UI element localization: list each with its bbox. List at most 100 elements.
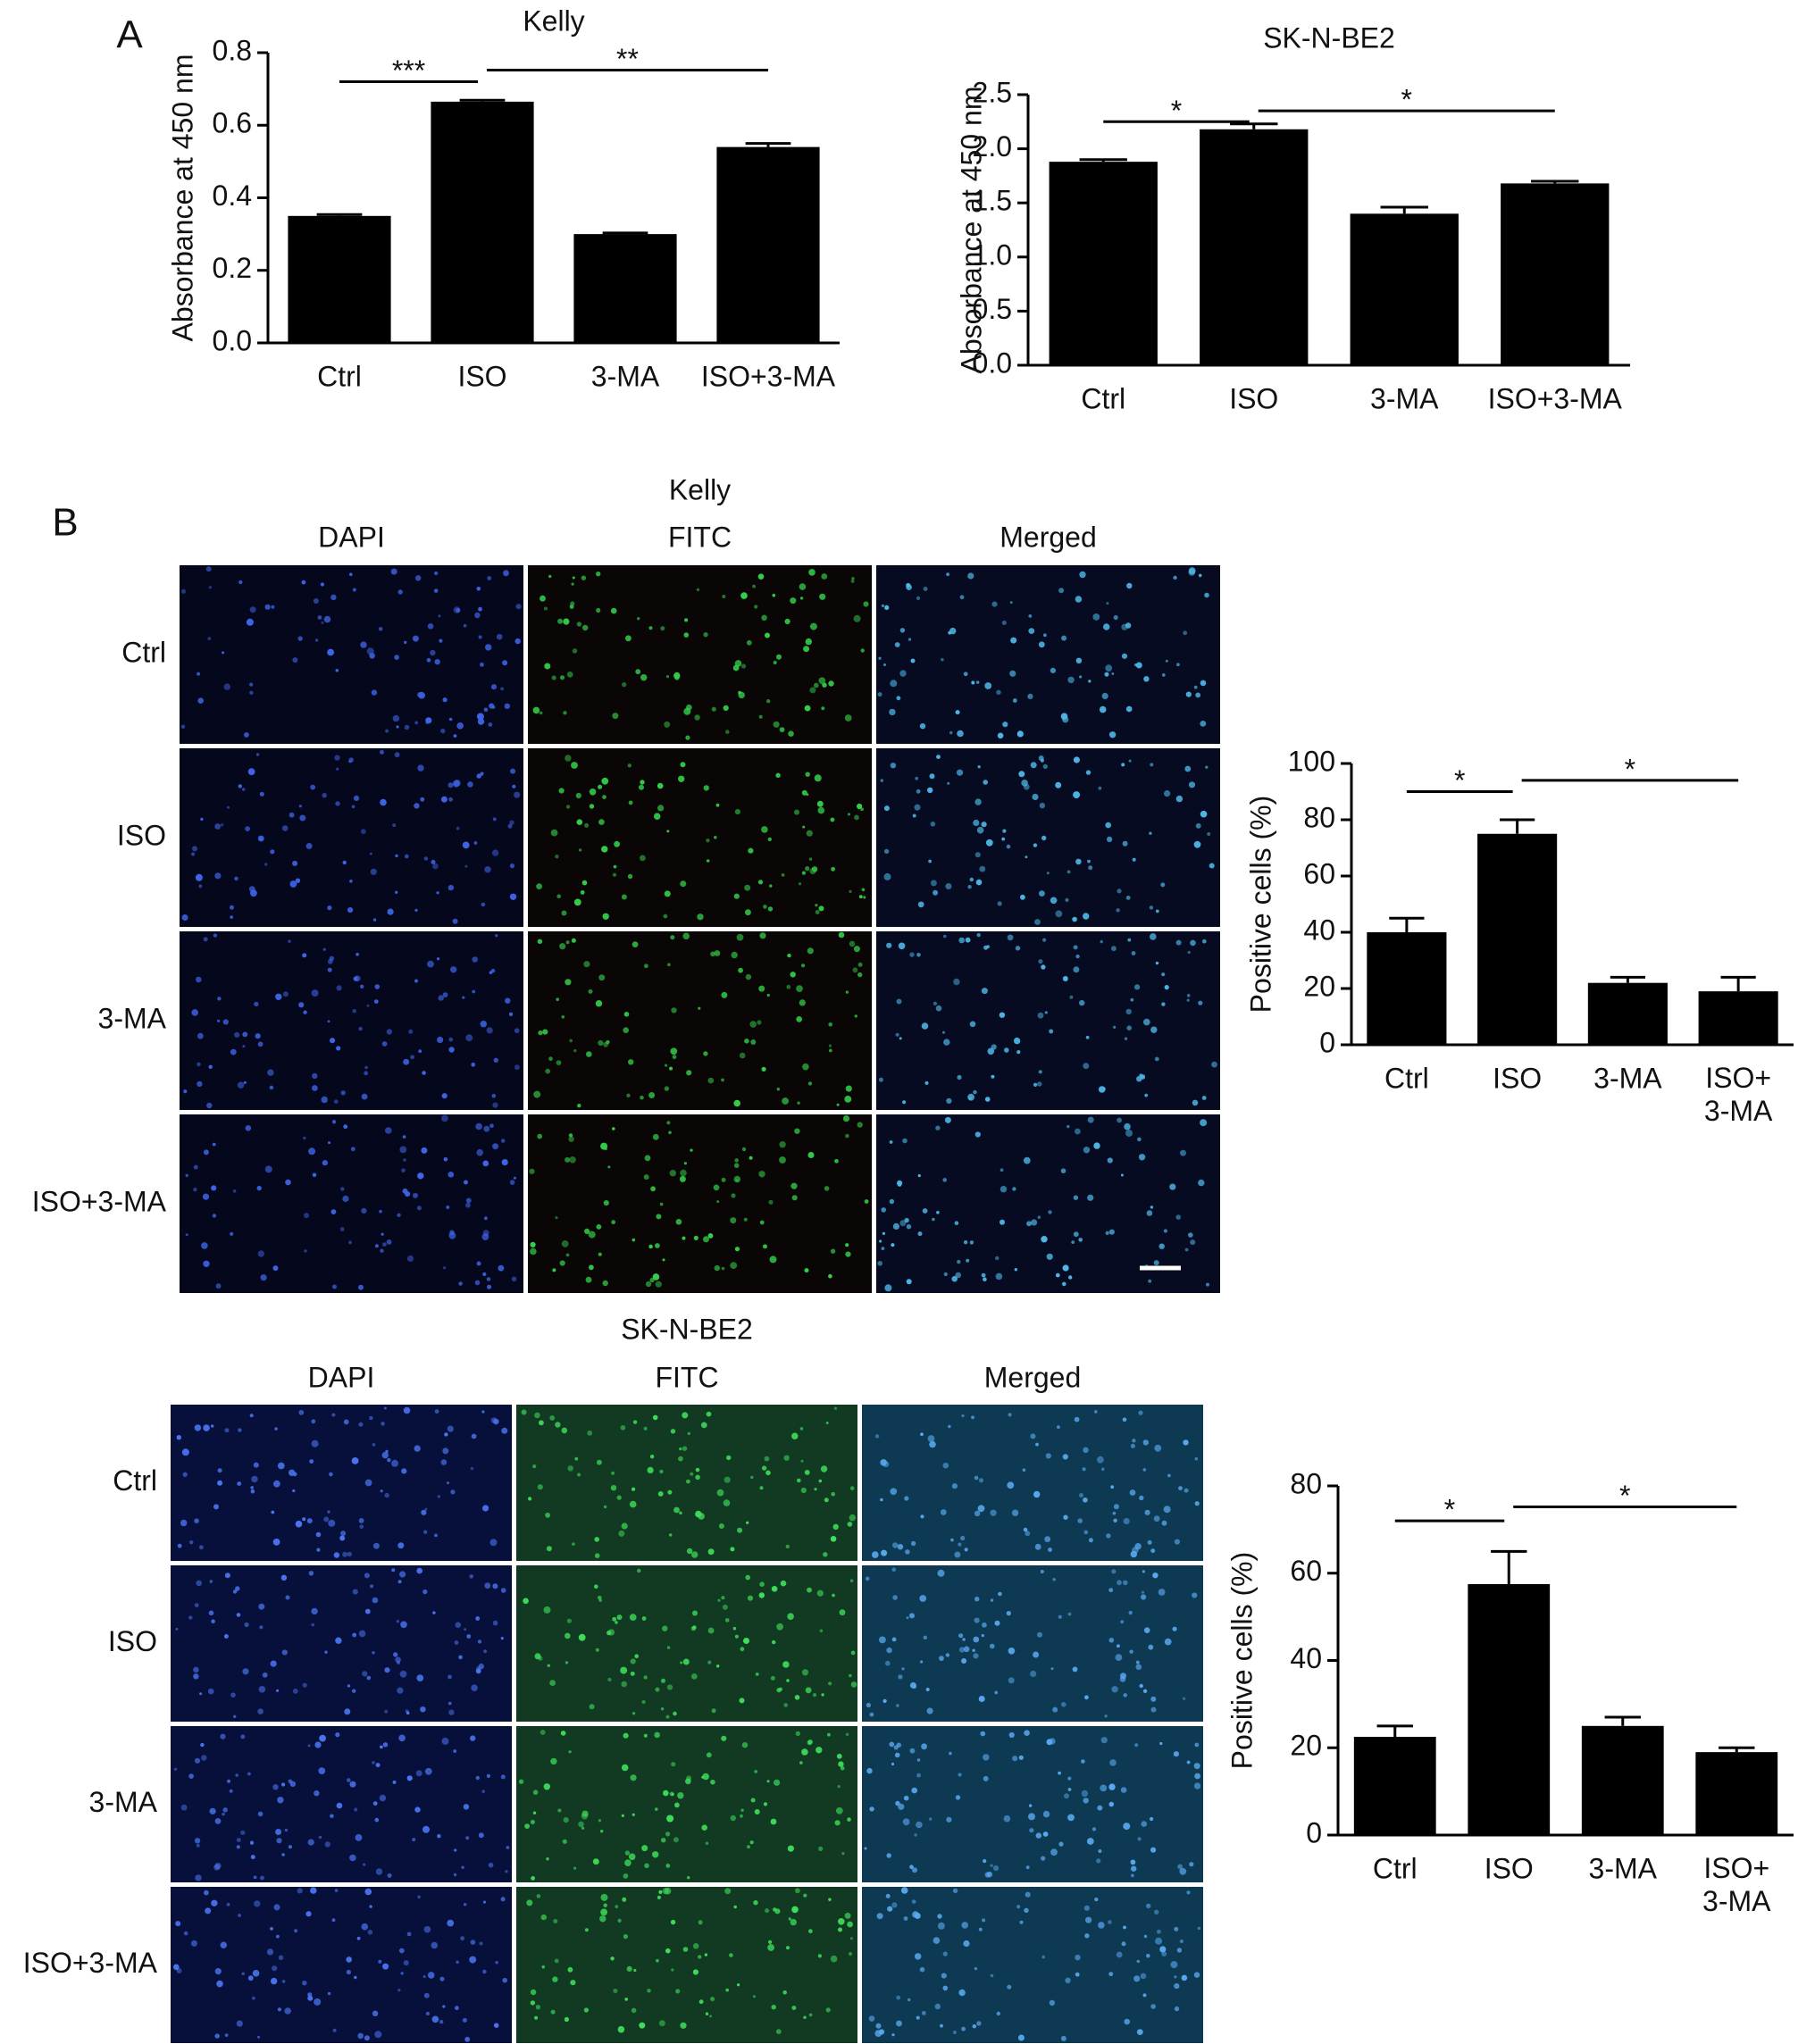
cell [613,864,617,869]
cell [805,1687,812,1694]
cell [663,914,668,919]
cell [311,1439,319,1447]
cell [759,932,766,939]
cell [603,1903,607,1907]
cell [569,605,574,609]
cell [1113,1504,1119,1510]
cell [621,1764,629,1772]
cell [307,1839,314,1846]
cell [399,1571,406,1578]
cell [976,2021,982,2026]
cell [484,866,491,873]
cell [488,1862,494,1868]
cell [976,826,984,834]
cell [549,1415,556,1421]
cell [611,1471,615,1475]
cell [1123,1823,1131,1831]
cell [565,940,570,945]
cell [518,1779,524,1784]
cell [573,1048,577,1053]
micrograph [862,1726,1203,1882]
cell [656,1214,662,1220]
cell [372,1801,378,1806]
cell [482,1505,489,1512]
x-tick-label: ISO+3-MA [1704,1062,1773,1127]
cell [194,1518,199,1523]
cell [284,1828,289,1832]
cell [568,1136,574,1142]
cell [817,1954,823,1958]
cell [813,682,819,688]
cell [392,1780,397,1784]
cell [1150,1026,1158,1033]
cell [982,1918,986,1923]
cell [1179,1867,1187,1875]
cell [860,648,865,653]
cell [1012,1187,1016,1191]
cell [1101,692,1108,700]
cell [891,1243,895,1247]
cell [602,1280,608,1287]
cell [234,1031,240,1038]
cell [470,1466,474,1471]
cell [721,1735,727,1741]
cell [1073,756,1080,763]
cell [447,1919,455,1927]
cell [665,1064,668,1067]
cell [1094,1410,1098,1414]
cell [697,914,704,921]
cell [896,1995,901,2000]
cell [963,1240,968,1245]
cell [1084,1933,1090,1939]
cell [567,1465,573,1472]
cell [1140,1973,1147,1980]
cell [440,1459,447,1465]
cell [490,684,498,690]
cell [686,1070,692,1076]
cell [909,1681,916,1689]
cell [401,1168,406,1172]
cell [939,1656,944,1661]
cell [631,1813,635,1816]
cell [532,706,540,714]
cell [561,910,567,916]
cell [319,1734,326,1742]
bar [1049,162,1158,365]
cell [732,664,740,672]
cell [1043,633,1047,638]
cell [414,908,418,913]
cell [750,1475,754,1480]
cell [480,772,484,776]
cell [425,2011,430,2016]
cell [979,1478,983,1483]
cell [757,573,765,580]
cell [400,1621,407,1629]
cell [809,867,816,875]
panel-label: B [52,501,78,545]
cell [243,1080,247,1084]
cell [680,2022,687,2029]
cell [240,1830,246,1835]
cell [298,1002,305,1008]
error-bar [316,213,363,216]
cell [514,791,521,798]
cell [217,1480,223,1486]
cell [652,1414,658,1421]
cell [1161,1951,1167,1957]
cell [1073,966,1080,973]
cell [422,1589,428,1595]
cell [915,776,919,780]
cell [854,1014,857,1018]
cell [626,1093,631,1098]
cell [1060,1168,1066,1173]
cell [723,1499,731,1506]
cell [974,1131,981,1138]
cell [934,2003,941,2010]
cell [456,826,460,830]
cell [1113,1518,1117,1523]
cell [393,1652,398,1657]
cell [639,784,644,790]
cell [310,784,316,790]
cell [201,1242,208,1249]
error-bar [1230,122,1278,129]
